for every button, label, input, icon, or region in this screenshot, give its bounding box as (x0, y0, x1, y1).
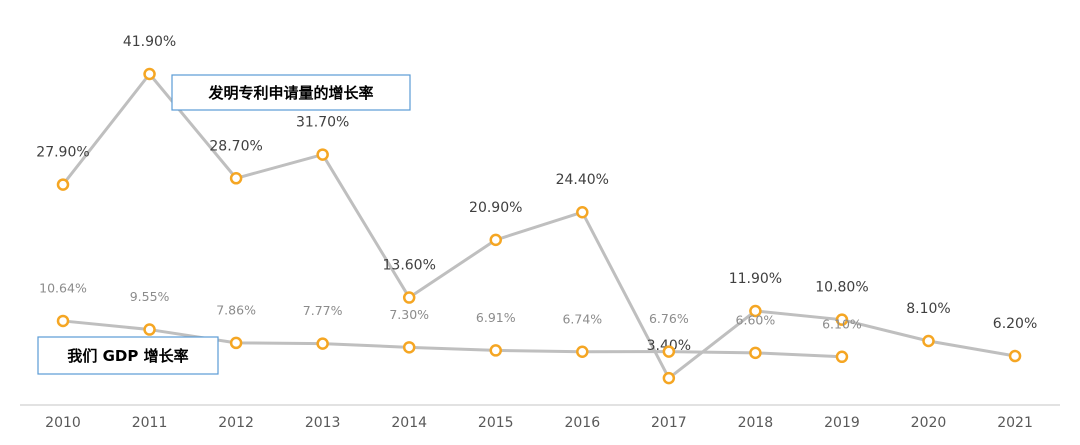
data-label: 41.90% (123, 34, 176, 50)
x-tick-label: 2011 (132, 415, 168, 431)
marker (662, 345, 676, 358)
data-label: 20.90% (469, 200, 522, 216)
x-tick-label: 2017 (651, 415, 687, 431)
data-label: 7.86% (216, 302, 256, 317)
data-label: 11.90% (729, 271, 782, 287)
series-line (61, 72, 1016, 380)
data-label: 6.20% (993, 316, 1037, 332)
data-label: 9.55% (130, 289, 170, 304)
data-label: 6.74% (562, 311, 602, 326)
legend-label: 发明专利申请量的增长率 (207, 84, 373, 102)
data-label: 8.10% (906, 301, 950, 317)
marker (489, 233, 502, 247)
marker (835, 350, 849, 364)
marker (662, 371, 676, 385)
marker (402, 291, 416, 304)
marker (922, 334, 935, 348)
data-label: 6.76% (649, 311, 689, 326)
marker (316, 148, 329, 161)
marker (143, 323, 156, 336)
marker (835, 313, 849, 326)
x-tick-label: 2013 (305, 415, 341, 431)
x-tick-label: 2018 (738, 415, 774, 431)
marker (489, 344, 502, 357)
marker (229, 172, 243, 185)
data-label: 6.10% (822, 316, 862, 331)
series-line (62, 319, 843, 359)
data-label: 27.90% (36, 145, 89, 161)
x-tick-label: 2014 (391, 415, 427, 431)
data-label: 31.70% (296, 115, 349, 131)
legend-box (37, 336, 219, 375)
data-label: 6.60% (736, 312, 776, 327)
marker (56, 178, 70, 191)
x-tick-label: 2010 (45, 415, 81, 431)
data-label: 7.77% (303, 303, 343, 318)
marker (56, 314, 70, 328)
marker (402, 341, 416, 354)
data-label: 6.91% (476, 310, 516, 325)
x-tick-label: 2021 (997, 415, 1033, 431)
data-label: 10.80% (815, 280, 868, 296)
data-label: 7.30% (389, 307, 429, 322)
marker (576, 345, 589, 359)
x-tick-label: 2015 (478, 415, 514, 431)
marker (576, 205, 589, 219)
marker (1008, 349, 1022, 363)
marker (749, 304, 762, 318)
x-tick-label: 2019 (824, 415, 860, 431)
marker (143, 67, 156, 81)
data-label: 28.70% (209, 138, 262, 154)
x-tick-label: 2016 (564, 415, 600, 431)
legend-box (171, 74, 411, 111)
data-label: 24.40% (556, 172, 609, 188)
x-tick-label: 2020 (911, 415, 947, 431)
data-label: 10.64% (39, 280, 87, 295)
marker (749, 346, 762, 360)
legend-label: 我们 GDP 增长率 (67, 347, 188, 365)
marker (229, 336, 243, 350)
marker (316, 337, 329, 350)
x-tick-label: 2012 (218, 415, 254, 431)
data-label: 13.60% (383, 258, 436, 274)
